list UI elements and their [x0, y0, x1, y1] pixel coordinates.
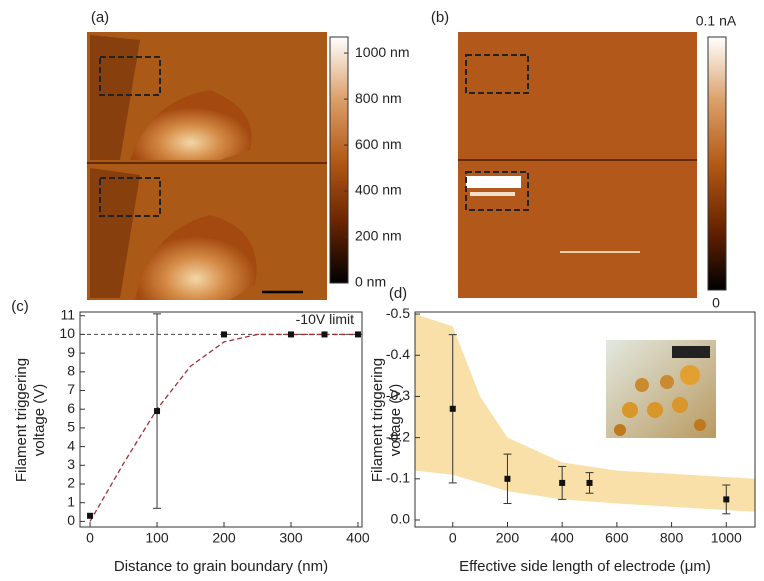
y-tick-label: 11 [60, 306, 75, 322]
y-tick-label: -0.4 [386, 346, 410, 362]
x-axis-label: Effective side length of electrode (μm) [459, 558, 711, 575]
fit-curve [89, 333, 358, 522]
y-tick-label: 1 [67, 493, 75, 509]
colorbar [329, 36, 349, 284]
y-tick-label: -0.3 [386, 387, 410, 403]
y-tick-label: 5 [67, 419, 75, 435]
confidence-band [415, 314, 755, 512]
data-point [87, 512, 94, 519]
y-axis-label: voltage (V) [387, 384, 404, 457]
colorbar [707, 36, 727, 291]
y-tick-label: 3 [67, 456, 75, 472]
data-point [154, 408, 161, 415]
colorbar-tick-label: 400 nm [355, 182, 402, 198]
x-tick-label: 1000 [711, 530, 742, 546]
colorbar-tick-label: 800 nm [355, 90, 402, 106]
y-axis-label: Filament triggering [13, 358, 30, 482]
x-tick-label: 400 [346, 530, 370, 546]
inset-photo [606, 340, 716, 438]
colorbar-tick-label: 200 nm [355, 228, 402, 244]
data-point [559, 479, 566, 486]
data-point [504, 475, 511, 482]
y-tick-label: 2 [67, 475, 75, 491]
annotation: -10V limit [296, 311, 354, 327]
y-tick-label: 0.0 [391, 511, 411, 527]
panel-label: (b) [431, 9, 449, 26]
x-tick-label: 300 [279, 530, 303, 546]
y-tick-label: 9 [67, 344, 75, 360]
y-tick-label: -0.1 [386, 470, 410, 486]
x-tick-label: 200 [496, 530, 520, 546]
y-tick-label: 0 [67, 512, 75, 528]
y-tick-label: 7 [67, 381, 75, 397]
panel-label: (c) [11, 298, 29, 315]
y-tick-label: -0.2 [386, 428, 410, 444]
y-axis-label: voltage (V) [31, 384, 48, 457]
y-tick-label: 6 [67, 400, 75, 416]
data-point [354, 331, 361, 338]
x-tick-label: 200 [212, 530, 236, 546]
data-point [586, 479, 593, 486]
y-tick-label: 10 [59, 325, 75, 341]
x-tick-label: 0 [449, 530, 457, 546]
current-map [458, 32, 697, 298]
y-tick-label: -0.5 [386, 305, 410, 321]
x-tick-label: 400 [550, 530, 574, 546]
plot-frame [414, 311, 756, 528]
y-axis-label: Filament triggering [369, 358, 386, 482]
x-tick-label: 800 [660, 530, 684, 546]
data-point [221, 331, 228, 338]
colorbar-tick-label: 0 [712, 295, 720, 311]
y-tick-label: 4 [67, 437, 75, 453]
plot-frame [79, 311, 363, 528]
x-tick-label: 0 [86, 530, 94, 546]
colorbar-tick-label: 0.1 nA [696, 13, 737, 29]
y-tick-label: 8 [67, 363, 75, 379]
data-point [449, 405, 456, 412]
data-point [321, 331, 328, 338]
panel-label: (d) [389, 285, 407, 302]
panel-label: (a) [91, 9, 109, 26]
x-axis-label: Distance to grain boundary (nm) [114, 558, 328, 575]
colorbar-tick-label: 1000 nm [355, 44, 409, 60]
data-point [723, 496, 730, 503]
x-tick-label: 100 [145, 530, 169, 546]
data-point [287, 331, 294, 338]
afm-topography [87, 32, 327, 300]
colorbar-tick-label: 600 nm [355, 136, 402, 152]
colorbar-tick-label: 0 nm [355, 274, 386, 290]
x-tick-label: 600 [605, 530, 629, 546]
